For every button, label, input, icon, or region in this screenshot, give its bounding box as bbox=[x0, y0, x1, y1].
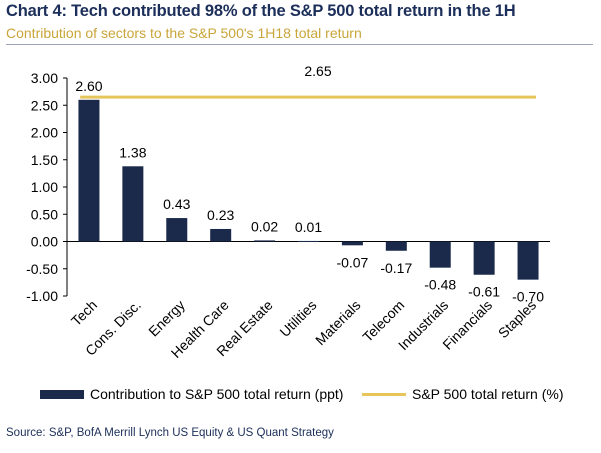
title-divider bbox=[6, 44, 593, 45]
bar-value-label: -0.48 bbox=[424, 277, 456, 293]
bar-value-label: 0.02 bbox=[251, 218, 278, 234]
bar bbox=[78, 99, 100, 242]
y-tick-label: 0.50 bbox=[31, 206, 58, 222]
y-tick-label: -1.00 bbox=[26, 288, 58, 304]
bar bbox=[254, 240, 276, 242]
x-tick-label: Materials bbox=[312, 297, 363, 348]
y-tick-label: 2.00 bbox=[31, 125, 58, 141]
chart-title: Chart 4: Tech contributed 98% of the S&P… bbox=[6, 2, 516, 20]
bar bbox=[298, 240, 319, 242]
bar bbox=[517, 241, 539, 280]
bar bbox=[341, 241, 363, 246]
y-tick-label: 0.00 bbox=[31, 234, 58, 250]
bar-value-label: 0.01 bbox=[295, 219, 322, 235]
bar bbox=[429, 241, 451, 268]
bar-value-label: -0.61 bbox=[468, 284, 500, 300]
legend-bar-swatch bbox=[40, 389, 84, 399]
legend-label-total-return: S&P 500 total return (%) bbox=[412, 386, 564, 402]
bar bbox=[166, 218, 188, 242]
y-tick-label: 3.00 bbox=[31, 70, 58, 86]
legend-item-total-return: S&P 500 total return (%) bbox=[362, 386, 563, 402]
chart-legend: Contribution to S&P 500 total return (pp… bbox=[0, 386, 601, 408]
bar-value-label: -0.70 bbox=[512, 289, 544, 305]
legend-line-swatch bbox=[362, 392, 406, 396]
x-tick-label: Tech bbox=[68, 297, 100, 329]
bar bbox=[385, 241, 407, 251]
y-tick-label: 1.50 bbox=[31, 152, 58, 168]
bar-value-label: -0.17 bbox=[380, 260, 412, 276]
bar-value-label: 1.38 bbox=[119, 144, 146, 160]
bar bbox=[122, 166, 144, 242]
bar bbox=[210, 228, 232, 242]
bar bbox=[473, 241, 495, 275]
source-note: Source: S&P, BofA Merrill Lynch US Equit… bbox=[6, 427, 334, 439]
total-return-value-label: 2.65 bbox=[304, 63, 331, 79]
y-tick-label: -0.50 bbox=[26, 261, 58, 277]
bar-value-label: -0.07 bbox=[336, 254, 368, 270]
bar-value-label: 0.43 bbox=[163, 196, 190, 212]
y-tick-label: 1.00 bbox=[31, 179, 58, 195]
x-tick-label: Utilities bbox=[276, 297, 319, 340]
bar-value-label: 2.60 bbox=[75, 78, 102, 94]
bar-value-label: 0.23 bbox=[207, 207, 234, 223]
chart-subtitle: Contribution of sectors to the S&P 500's… bbox=[6, 25, 362, 41]
legend-label-contribution: Contribution to S&P 500 total return (pp… bbox=[90, 386, 344, 402]
x-tick-label: Energy bbox=[145, 297, 188, 340]
legend-item-contribution: Contribution to S&P 500 total return (pp… bbox=[40, 386, 343, 402]
y-tick-label: 2.50 bbox=[31, 97, 58, 113]
